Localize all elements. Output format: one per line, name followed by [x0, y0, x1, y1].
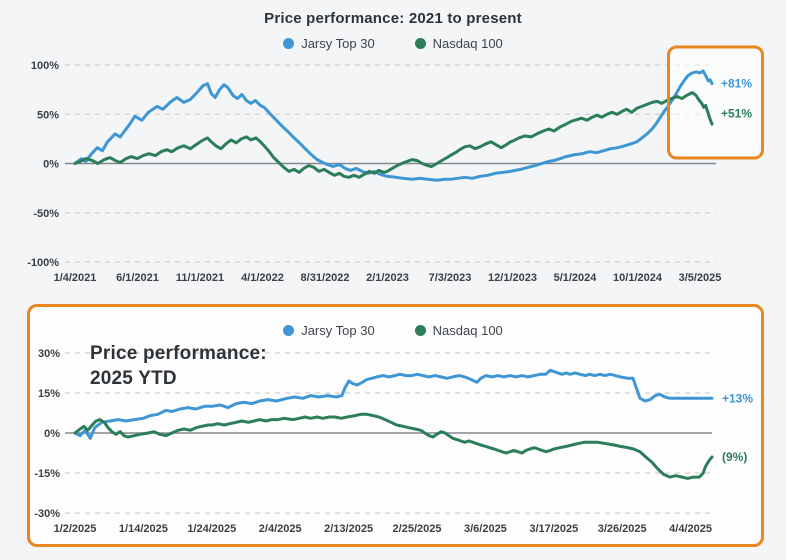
nasdaq-legend-dot-icon — [414, 38, 426, 49]
svg-text:1/14/2025: 1/14/2025 — [119, 523, 168, 535]
svg-text:4/4/2025: 4/4/2025 — [669, 523, 712, 535]
legend-item-nasdaq-100: Nasdaq 100 — [414, 36, 503, 51]
svg-text:1/4/2021: 1/4/2021 — [54, 272, 97, 284]
svg-text:5/1/2024: 5/1/2024 — [554, 272, 598, 284]
svg-text:4/1/2022: 4/1/2022 — [241, 272, 284, 284]
legend-item-jarsy-top-30: Jarsy Top 30 — [283, 36, 375, 51]
jarsy-legend-dot-icon — [283, 325, 295, 336]
top-chart-title: Price performance: 2021 to present — [264, 10, 522, 27]
svg-text:2/13/2025: 2/13/2025 — [324, 523, 373, 535]
svg-text:3/5/2025: 3/5/2025 — [679, 272, 722, 284]
svg-text:6/1/2021: 6/1/2021 — [116, 272, 159, 284]
svg-text:12/1/2023: 12/1/2023 — [488, 272, 537, 284]
ytd-chart-title: Price performance: 2025 YTD — [90, 341, 267, 391]
svg-text:1/24/2025: 1/24/2025 — [187, 523, 236, 535]
svg-text:0%: 0% — [44, 428, 60, 440]
svg-text:-30%: -30% — [34, 508, 60, 520]
svg-text:2/4/2025: 2/4/2025 — [259, 523, 302, 535]
svg-text:0%: 0% — [43, 159, 59, 171]
svg-text:3/6/2025: 3/6/2025 — [464, 523, 507, 535]
svg-text:1/2/2025: 1/2/2025 — [54, 523, 97, 535]
legend-label: Jarsy Top 30 — [301, 323, 375, 338]
svg-text:2/25/2025: 2/25/2025 — [393, 523, 442, 535]
svg-text:+51%: +51% — [721, 106, 752, 120]
legend-item-nasdaq-100: Nasdaq 100 — [414, 323, 503, 338]
svg-text:+81%: +81% — [721, 77, 752, 91]
top-chart-legend: Jarsy Top 30 Nasdaq 100 — [0, 36, 786, 51]
svg-text:50%: 50% — [37, 109, 59, 121]
svg-text:7/3/2023: 7/3/2023 — [429, 272, 472, 284]
svg-text:2/1/2023: 2/1/2023 — [366, 272, 409, 284]
legend-item-jarsy-top-30: Jarsy Top 30 — [283, 323, 375, 338]
svg-text:15%: 15% — [38, 388, 60, 400]
legend-label: Nasdaq 100 — [432, 323, 503, 338]
svg-text:8/31/2022: 8/31/2022 — [301, 272, 350, 284]
svg-text:30%: 30% — [38, 348, 60, 360]
svg-text:+13%: +13% — [722, 391, 753, 405]
svg-text:-15%: -15% — [34, 468, 60, 480]
nasdaq-legend-dot-icon — [414, 325, 426, 336]
svg-text:(9%): (9%) — [722, 450, 747, 464]
ytd-title-line-2: 2025 YTD — [90, 368, 177, 389]
svg-text:100%: 100% — [31, 60, 59, 72]
svg-text:3/17/2025: 3/17/2025 — [529, 523, 578, 535]
svg-text:-50%: -50% — [33, 208, 59, 220]
ytd-chart-legend: Jarsy Top 30 Nasdaq 100 — [0, 323, 786, 338]
legend-label: Nasdaq 100 — [432, 36, 503, 51]
svg-text:10/1/2024: 10/1/2024 — [613, 272, 663, 284]
ytd-title-line-1: Price performance: — [90, 343, 267, 364]
svg-text:3/26/2025: 3/26/2025 — [598, 523, 647, 535]
jarsy-legend-dot-icon — [283, 38, 295, 49]
svg-text:-100%: -100% — [27, 257, 59, 269]
legend-label: Jarsy Top 30 — [301, 36, 375, 51]
svg-text:11/1/2021: 11/1/2021 — [176, 272, 224, 284]
